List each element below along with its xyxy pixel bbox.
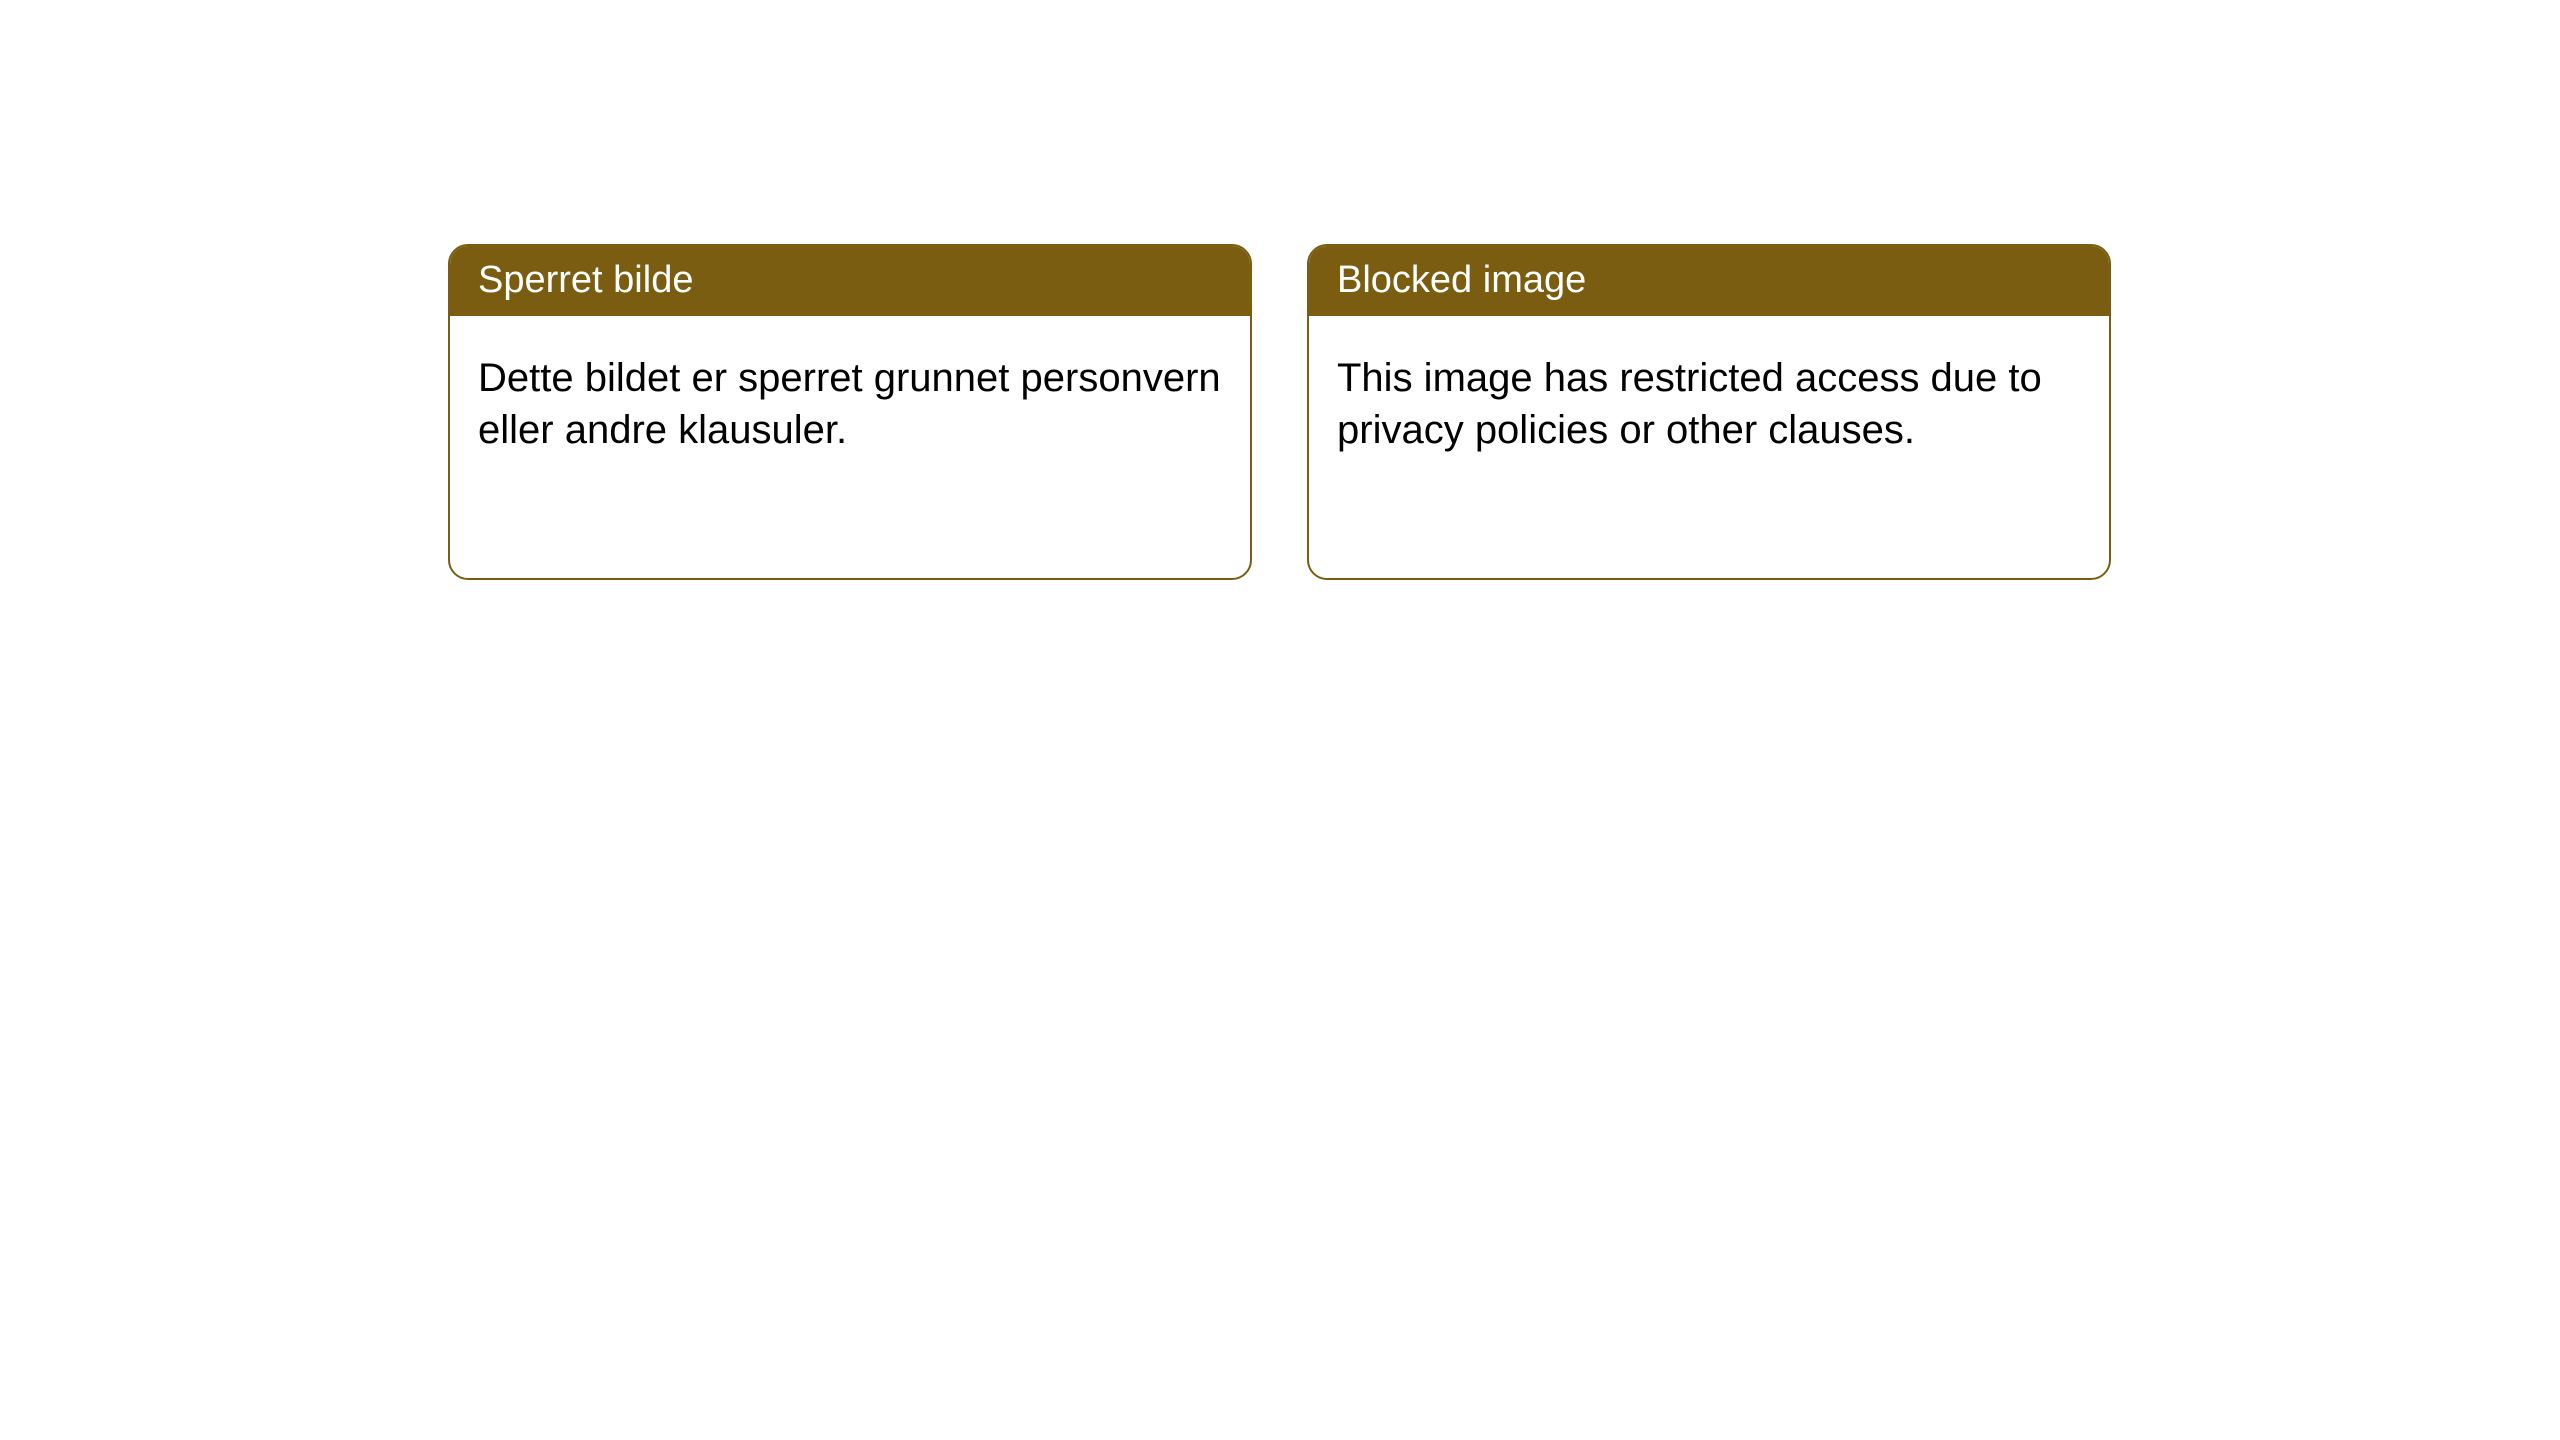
notice-cards-container: Sperret bilde Dette bildet er sperret gr… — [448, 244, 2111, 580]
card-body: This image has restricted access due to … — [1309, 316, 2109, 492]
card-header: Sperret bilde — [450, 246, 1250, 316]
notice-card-norwegian: Sperret bilde Dette bildet er sperret gr… — [448, 244, 1252, 580]
card-body-text: This image has restricted access due to … — [1337, 356, 2042, 452]
card-title: Sperret bilde — [478, 259, 693, 301]
card-header: Blocked image — [1309, 246, 2109, 316]
card-body-text: Dette bildet er sperret grunnet personve… — [478, 356, 1221, 452]
notice-card-english: Blocked image This image has restricted … — [1307, 244, 2111, 580]
card-title: Blocked image — [1337, 259, 1586, 301]
card-body: Dette bildet er sperret grunnet personve… — [450, 316, 1250, 492]
